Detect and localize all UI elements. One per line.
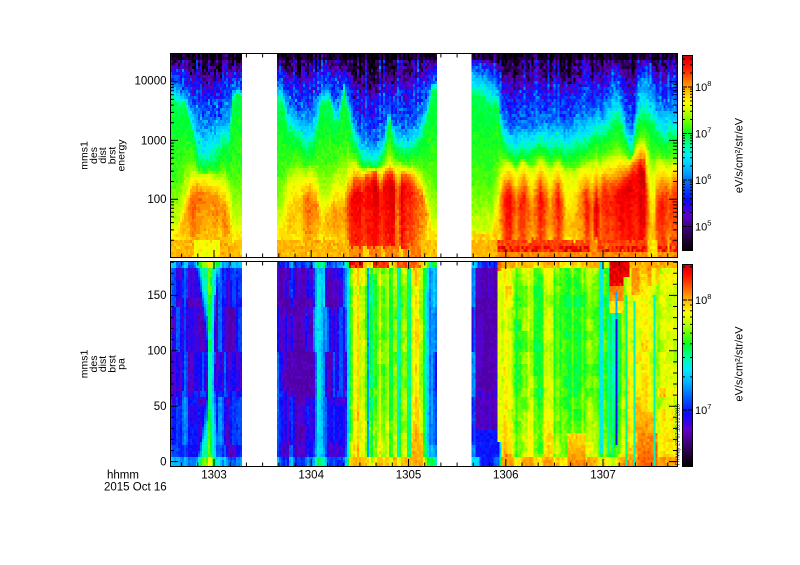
svg-text:dist: dist: [97, 356, 109, 372]
svg-text:50: 50: [154, 401, 167, 413]
svg-text:0: 0: [160, 457, 166, 469]
svg-text:eV/s/cm²/str/eV: eV/s/cm²/str/eV: [733, 117, 745, 193]
svg-text:des: des: [88, 356, 100, 373]
svg-text:1000: 1000: [141, 136, 167, 148]
svg-text:1304: 1304: [298, 470, 324, 482]
svg-text:10000: 10000: [135, 75, 167, 87]
svg-text:energy: energy: [116, 139, 128, 172]
svg-text:1307: 1307: [590, 470, 616, 482]
svg-text:pa: pa: [116, 358, 128, 370]
svg-text:150: 150: [147, 290, 166, 302]
svg-text:hhmm: hhmm: [107, 470, 139, 482]
svg-text:des: des: [88, 147, 100, 164]
svg-text:Fri May 27 07:16:31 2016: Fri May 27 07:16:31 2016: [676, 404, 682, 465]
svg-text:1306: 1306: [493, 470, 519, 482]
svg-text:mms1: mms1: [79, 350, 91, 379]
svg-text:dist: dist: [97, 147, 109, 163]
svg-text:eV/s/cm²/str/eV: eV/s/cm²/str/eV: [733, 326, 745, 402]
svg-text:brst: brst: [106, 147, 118, 165]
svg-text:100: 100: [147, 346, 166, 358]
svg-text:1305: 1305: [396, 470, 422, 482]
svg-text:2015 Oct 16: 2015 Oct 16: [104, 482, 167, 494]
svg-text:mms1: mms1: [79, 141, 91, 170]
svg-text:100: 100: [147, 194, 166, 206]
svg-text:1303: 1303: [201, 470, 227, 482]
svg-text:brst: brst: [106, 355, 118, 373]
